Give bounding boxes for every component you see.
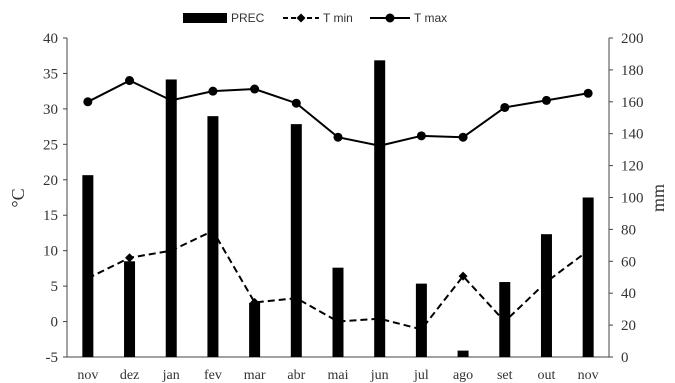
- y-left-tick-label: 10: [43, 244, 58, 260]
- tmin-point: [166, 246, 176, 256]
- y-left-tick-label: -5: [46, 350, 59, 366]
- x-tick-label: dez: [120, 368, 139, 383]
- y-left-axis-title: °C: [8, 188, 28, 207]
- tmin-point: [83, 273, 93, 283]
- prec-bar: [82, 175, 94, 357]
- x-tick-label: jan: [162, 368, 180, 383]
- tmax-point: [125, 76, 135, 86]
- tmax-point: [333, 132, 343, 142]
- tmin-point: [125, 253, 135, 263]
- prec-bar: [165, 79, 177, 357]
- tmin-point: [250, 297, 260, 307]
- y-left-tick-label: 35: [43, 66, 58, 82]
- legend-label-tmin: T min: [323, 11, 353, 25]
- prec-bar: [207, 116, 219, 357]
- y-right-tick-label: 120: [621, 159, 644, 175]
- x-tick-label: ago: [453, 368, 473, 383]
- y-right-tick-label: 0: [621, 350, 629, 366]
- y-left-tick-label: 15: [43, 208, 58, 224]
- tmax-point: [500, 102, 510, 112]
- prec-bar: [374, 60, 386, 358]
- prec-bar: [290, 124, 302, 357]
- prec-bar: [249, 302, 261, 357]
- temperature-lines: [83, 76, 593, 334]
- legend-marker-tmax: [385, 13, 395, 23]
- x-tick-label: fev: [204, 368, 222, 383]
- tmax-point: [541, 95, 551, 105]
- y-right-tick-label: 60: [621, 254, 636, 270]
- y-left-tick-label: 0: [51, 315, 59, 331]
- prec-bar: [332, 267, 344, 357]
- tmax-point: [375, 141, 385, 151]
- tmin-point: [458, 271, 468, 281]
- legend-swatch-prec: [183, 13, 227, 23]
- y-right-tick-label: 20: [621, 318, 636, 334]
- x-tick-label: mai: [328, 368, 349, 383]
- x-tick-label: jul: [413, 368, 429, 383]
- y-left-tick-label: 20: [43, 173, 58, 189]
- prec-bar: [415, 283, 427, 357]
- tmax-point: [250, 84, 260, 94]
- y-right-tick-label: 140: [621, 127, 644, 143]
- axes: -5 0 5 10 15 20 25 30 35 40 0 20 40 60 80 100 120 140 160 1…: [43, 31, 644, 383]
- tmax-point: [416, 131, 426, 141]
- y-left-tick-label: 30: [43, 102, 58, 118]
- y-right-tick-label: 200: [621, 31, 644, 47]
- prec-bar: [540, 234, 552, 357]
- tmax-point: [83, 97, 93, 107]
- tmax-point: [458, 132, 468, 142]
- tmin-point: [583, 246, 593, 256]
- tmin-point: [333, 317, 343, 327]
- tmin-point: [375, 314, 385, 324]
- tmin-point: [208, 226, 218, 236]
- y-left-tick-label: 25: [43, 137, 58, 153]
- y-left-tick-label: 5: [51, 279, 59, 295]
- tmax-point: [291, 98, 301, 108]
- legend: PREC T min T max: [183, 11, 447, 25]
- y-right-tick-label: 40: [621, 286, 636, 302]
- x-tick-label: nov: [578, 368, 599, 383]
- legend-label-tmax: T max: [414, 11, 447, 25]
- tmin-point: [291, 293, 301, 303]
- x-tick-label: out: [538, 368, 556, 383]
- x-tick-label: set: [497, 368, 513, 383]
- tmin-point: [416, 324, 426, 334]
- tmax-point: [208, 86, 218, 96]
- x-tick-label: jun: [370, 368, 389, 383]
- tmin-point: [500, 317, 510, 327]
- y-left-tick-label: 40: [43, 31, 58, 47]
- tmax-point: [583, 88, 593, 98]
- x-tick-label: mar: [244, 368, 266, 383]
- legend-label-prec: PREC: [231, 11, 265, 25]
- y-right-tick-label: 160: [621, 95, 644, 111]
- tmin-point: [541, 277, 551, 287]
- y-right-tick-label: 100: [621, 191, 644, 207]
- x-tick-label: abr: [287, 368, 305, 383]
- y-right-tick-label: 80: [621, 222, 636, 238]
- legend-marker-tmin: [296, 13, 306, 23]
- prec-bar: [582, 197, 594, 357]
- y-right-tick-label: 180: [621, 63, 644, 79]
- tmax-point: [166, 95, 176, 105]
- x-tick-label: nov: [77, 368, 98, 383]
- prec-bar: [124, 261, 136, 357]
- prec-bars: [82, 60, 594, 358]
- y-right-axis-title: mm: [648, 184, 668, 212]
- prec-bar: [457, 350, 469, 357]
